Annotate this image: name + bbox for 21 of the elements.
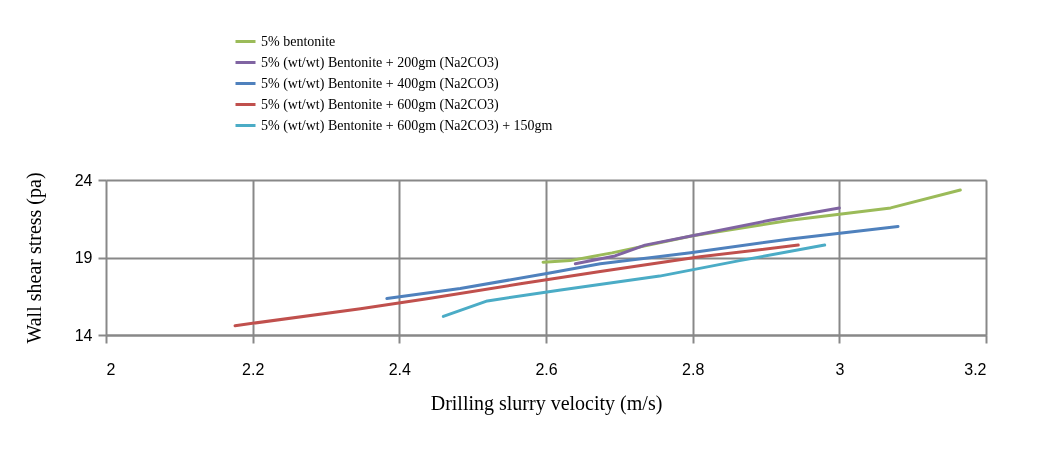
x-tick-label: 2.2 xyxy=(242,360,265,378)
x-tick-label: 2.4 xyxy=(388,360,412,378)
line-series xyxy=(233,243,800,328)
y-axis-title: Wall shear stress (pa) xyxy=(22,172,46,344)
y-tick-label: 19 xyxy=(74,249,93,266)
line-series xyxy=(385,225,900,301)
y-tick-label: 24 xyxy=(74,171,93,189)
x-tick-label: 2.6 xyxy=(535,360,558,378)
legend-label: 5% (wt/wt) Bentonite + 600gm (Na2CO3) xyxy=(261,96,500,113)
y-tick-label: 14 xyxy=(74,326,93,344)
x-tick-label: 3.2 xyxy=(964,360,987,378)
line-series xyxy=(573,206,841,266)
x-tick-label: 2.8 xyxy=(682,360,705,378)
legend-label: 5% (wt/wt) Bentonite + 200gm (Na2CO3) xyxy=(261,54,500,71)
legend-label: 5% bentonite xyxy=(261,33,336,49)
legend-label: 5% (wt/wt) Bentonite + 600gm (Na2CO3) + 150gm xyxy=(261,117,553,134)
x-axis-title: Drilling slurry velocity (m/s) xyxy=(430,391,663,415)
line-series xyxy=(441,243,827,318)
x-tick-label: 3 xyxy=(835,360,845,378)
x-tick-label: 2 xyxy=(106,360,116,378)
legend-label: 5% (wt/wt) Bentonite + 400gm (Na2CO3) xyxy=(261,75,500,92)
